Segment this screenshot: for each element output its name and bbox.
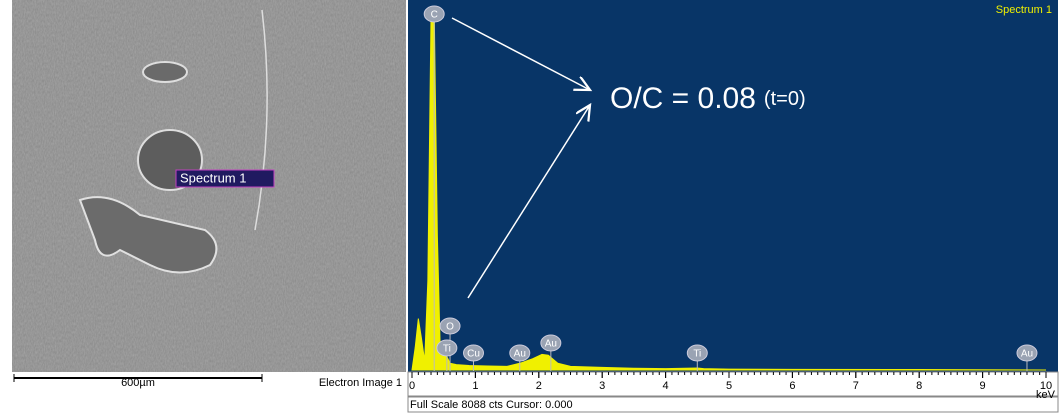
footer: Full Scale 8088 cts Cursor: 0.000 [410,399,573,411]
x-tick-label: 3 [599,380,605,392]
x-tick-label: 9 [980,380,986,392]
figure: Spectrum 1 600µm Electron Image 1 0 1 2 3 4 5… [0,0,1063,414]
x-tick-label: 6 [789,380,795,392]
x-tick-label: 5 [726,380,732,392]
x-tick-label: 0 [409,380,415,392]
peak-label: Cu [467,349,480,360]
x-tick-label: 8 [916,380,922,392]
x-tick-label: 7 [853,380,859,392]
peak-label: Au [1021,349,1033,360]
peak-label: Au [545,339,557,350]
marker-label: Spectrum 1 [180,170,246,185]
annotation-main: O/C = 0.08 [610,82,756,115]
image-caption: Electron Image 1 [319,377,402,389]
scale-label: 600µm [121,377,155,389]
peak-label: C [431,10,438,21]
axis-band [408,372,1058,396]
peak-label: Au [514,349,526,360]
x-tick-label: 2 [536,380,542,392]
x-tick-label: 1 [472,380,478,392]
peak-label: Ti [693,349,701,360]
peak-label: Ti [443,344,451,355]
plot-background [408,0,1058,372]
x-unit: keV [1036,389,1056,401]
sem-image: Spectrum 1 600µm Electron Image 1 [12,0,406,389]
peak-label: O [446,322,454,333]
corner-label: Spectrum 1 [996,4,1052,16]
page: Spectrum 1 600µm Electron Image 1 0 1 2 3 4 5… [0,0,1063,414]
annotation-sub: (t=0) [764,88,806,110]
x-tick-label: 4 [663,380,669,392]
